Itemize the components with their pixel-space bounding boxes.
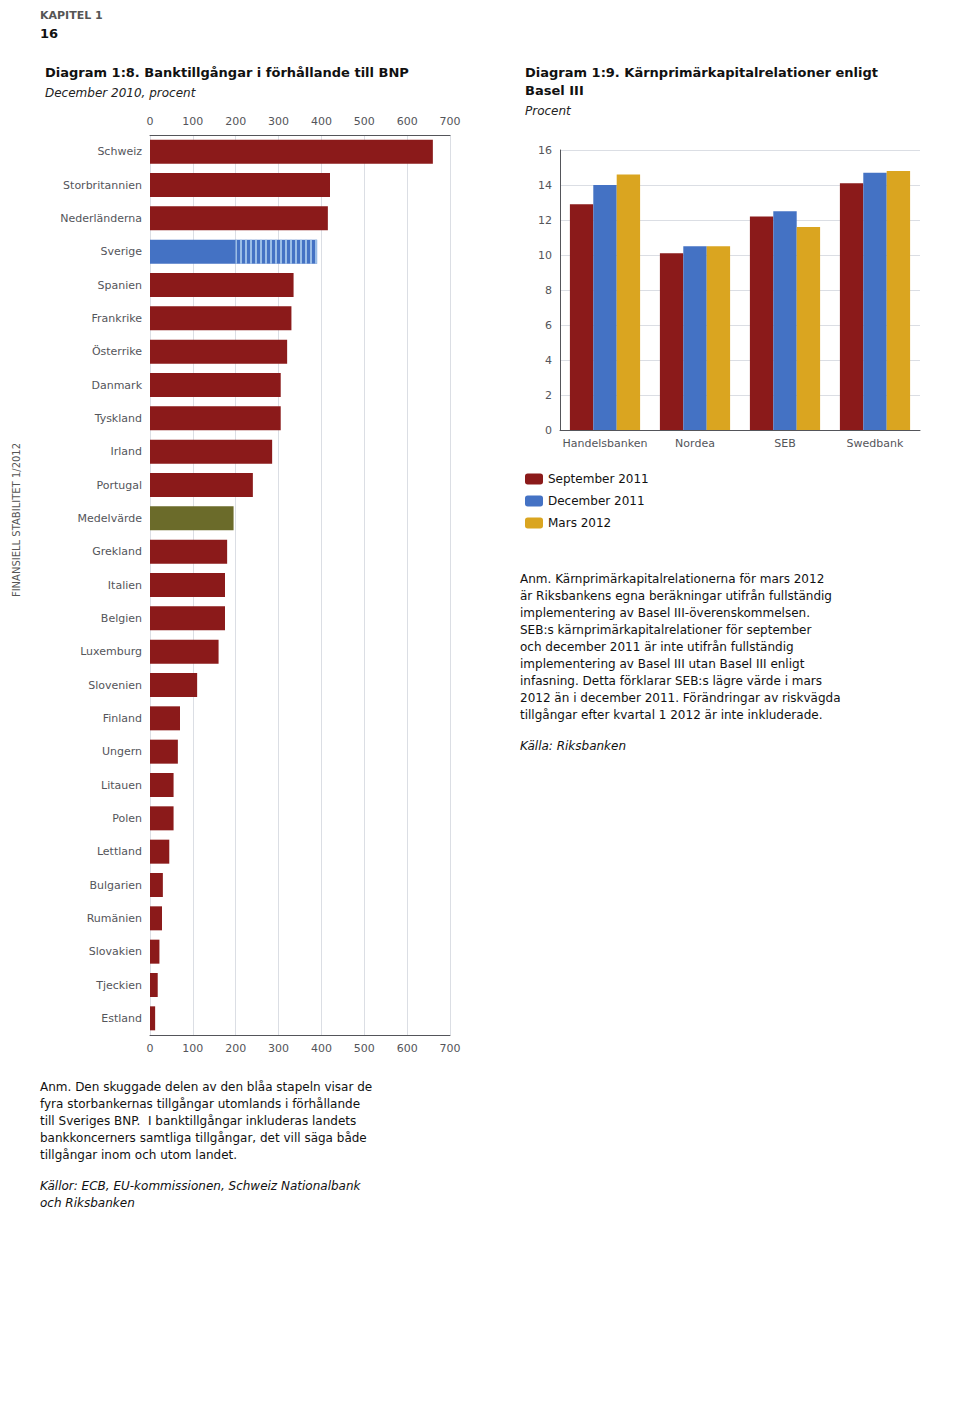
svg-text:Diagram 1:9. Kärnprimärkapital: Diagram 1:9. Kärnprimärkapitalrelationer… [525,65,878,80]
svg-text:Frankrike: Frankrike [92,312,143,325]
svg-text:Medelvärde: Medelvärde [78,512,143,525]
svg-text:8: 8 [545,284,552,297]
svg-text:Bulgarien: Bulgarien [89,879,142,892]
svg-text:16: 16 [40,26,58,41]
svg-text:600: 600 [397,115,418,128]
svg-text:Estland: Estland [101,1012,142,1025]
svg-text:Portugal: Portugal [96,479,142,492]
svg-text:100: 100 [182,115,203,128]
svg-text:600: 600 [397,1042,418,1055]
svg-text:December 2011: December 2011 [548,494,645,508]
svg-text:Källa: Riksbanken: Källa: Riksbanken [520,739,626,753]
svg-text:0: 0 [545,424,552,437]
svg-text:0: 0 [147,115,154,128]
svg-text:bankkoncerners samtliga tillgå: bankkoncerners samtliga tillgångar, det … [40,1131,367,1145]
svg-text:Litauen: Litauen [101,779,142,792]
svg-text:och Riksbanken: och Riksbanken [40,1196,135,1210]
svg-text:Basel III: Basel III [525,83,584,98]
svg-text:September 2011: September 2011 [548,472,649,486]
svg-text:tillgångar inom och utom lande: tillgångar inom och utom landet. [40,1148,237,1162]
svg-text:100: 100 [182,1042,203,1055]
svg-text:Luxemburg: Luxemburg [80,645,142,658]
svg-text:2012 än i december 2011. Förän: 2012 än i december 2011. Förändringar av… [520,691,841,705]
svg-text:tillgångar efter kvartal 1 201: tillgångar efter kvartal 1 2012 är inte … [520,708,822,722]
svg-text:Anm. Kärnprimärkapitalrelation: Anm. Kärnprimärkapitalrelationerna för m… [520,572,824,586]
svg-text:Tyskland: Tyskland [94,412,142,425]
svg-text:Irland: Irland [110,445,142,458]
svg-text:och december 2011 är inte utif: och december 2011 är inte utifrån fullst… [520,640,794,654]
svg-text:300: 300 [268,115,289,128]
svg-text:Procent: Procent [525,104,572,118]
svg-text:är Riksbankens egna beräkninga: är Riksbankens egna beräkningar utifrån … [520,589,832,603]
svg-text:4: 4 [545,354,552,367]
svg-text:implementering av Basel III ut: implementering av Basel III utan Basel I… [520,657,805,671]
svg-text:700: 700 [440,115,461,128]
svg-text:Polen: Polen [112,812,142,825]
svg-text:Nordea: Nordea [675,437,715,450]
svg-text:Storbritannien: Storbritannien [63,179,142,192]
svg-text:KAPITEL 1: KAPITEL 1 [40,9,103,22]
svg-text:Sverige: Sverige [100,245,142,258]
svg-text:Diagram 1:8. Banktillgångar i: Diagram 1:8. Banktillgångar i förhålland… [45,65,409,80]
svg-text:SEB:s kärnprimärkapitalrelatio: SEB:s kärnprimärkapitalrelationer för se… [520,623,811,637]
svg-text:Rumänien: Rumänien [87,912,142,925]
svg-text:400: 400 [311,115,332,128]
svg-text:300: 300 [268,1042,289,1055]
svg-text:Anm. Den skuggade delen av den: Anm. Den skuggade delen av den blåa stap… [40,1080,372,1094]
svg-text:Belgien: Belgien [101,612,142,625]
svg-text:Mars 2012: Mars 2012 [548,516,611,530]
svg-text:Österrike: Österrike [92,345,142,358]
svg-text:infasning. Detta förklarar SEB: infasning. Detta förklarar SEB:s lägre v… [520,674,822,688]
svg-text:Danmark: Danmark [91,379,142,392]
svg-text:14: 14 [538,179,552,192]
svg-text:200: 200 [225,115,246,128]
svg-text:12: 12 [538,214,552,227]
svg-text:700: 700 [440,1042,461,1055]
svg-text:December 2010, procent: December 2010, procent [45,86,197,100]
svg-text:200: 200 [225,1042,246,1055]
svg-text:Nederländerna: Nederländerna [60,212,142,225]
svg-text:Spanien: Spanien [98,279,143,292]
svg-text:Slovenien: Slovenien [88,679,142,692]
svg-text:fyra storbankernas tillgångar: fyra storbankernas tillgångar utomlands … [40,1097,360,1111]
svg-text:500: 500 [354,1042,375,1055]
svg-text:10: 10 [538,249,552,262]
svg-text:500: 500 [354,115,375,128]
svg-text:16: 16 [538,144,552,157]
svg-text:6: 6 [545,319,552,332]
svg-text:SEB: SEB [774,437,795,450]
svg-text:400: 400 [311,1042,332,1055]
svg-text:2: 2 [545,389,552,402]
svg-text:Lettland: Lettland [97,845,142,858]
svg-text:Tjeckien: Tjeckien [95,979,142,992]
svg-text:FINANSIELL STABILITET 1/2012: FINANSIELL STABILITET 1/2012 [11,443,22,597]
svg-text:0: 0 [147,1042,154,1055]
svg-text:Italien: Italien [108,579,142,592]
svg-text:Swedbank: Swedbank [847,437,904,450]
svg-text:Ungern: Ungern [102,745,142,758]
svg-text:till Sveriges BNP. I banktill: till Sveriges BNP. I banktillgångar inkl… [40,1114,356,1128]
svg-text:Källor: ECB, EU-kommissionen,: Källor: ECB, EU-kommissionen, Schweiz Na… [40,1179,362,1193]
svg-text:implementering av Basel III-öv: implementering av Basel III-överenskomme… [520,606,810,620]
svg-text:Finland: Finland [103,712,142,725]
svg-text:Grekland: Grekland [92,545,142,558]
svg-text:Handelsbanken: Handelsbanken [563,437,648,450]
svg-text:Schweiz: Schweiz [97,145,142,158]
svg-text:Slovakien: Slovakien [89,945,142,958]
